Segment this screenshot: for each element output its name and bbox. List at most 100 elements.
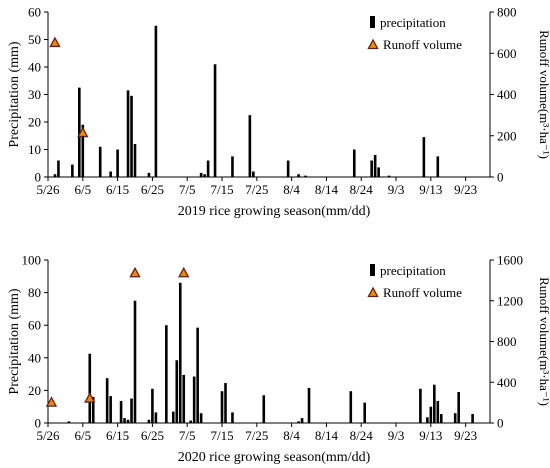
y-tick-label: 60 — [28, 318, 41, 333]
precipitation-bar — [203, 174, 206, 177]
y-tick-label: 10 — [28, 142, 41, 157]
precipitation-bar — [370, 160, 373, 177]
precipitation-bar — [429, 406, 433, 423]
precipitation-bar — [213, 64, 217, 177]
x-tick-label: 6/15 — [106, 428, 129, 443]
y-tick-label: 50 — [28, 32, 41, 47]
precipitation-bar — [151, 388, 154, 423]
precipitation-bar — [147, 419, 151, 423]
x-tick-label: 9/3 — [388, 182, 405, 197]
x-tick-label: 6/25 — [141, 182, 164, 197]
precipitation-bar — [453, 413, 457, 423]
x-tick-label: 7/15 — [210, 182, 233, 197]
precipitation-bar — [154, 412, 158, 423]
x-tick-label: 6/15 — [106, 182, 129, 197]
precipitation-bar — [182, 374, 186, 423]
y-axis-label: Precipitation (mm) — [7, 41, 22, 147]
precipitation-bar — [133, 300, 137, 423]
precipitation-bar — [130, 95, 133, 177]
x-tick-label: 8/14 — [315, 182, 339, 197]
y-tick-label: 80 — [28, 285, 41, 300]
x-tick-label: 5/26 — [36, 428, 60, 443]
x-tick-label: 9/3 — [388, 428, 405, 443]
x-tick-label: 7/5 — [179, 182, 196, 197]
precipitation-bar — [439, 414, 443, 423]
precipitation-bar — [98, 146, 102, 177]
runoff-marker — [178, 266, 190, 278]
x-tick-label: 7/15 — [210, 428, 233, 443]
precipitation-bar — [300, 418, 304, 423]
precipitation-bar — [67, 421, 71, 423]
runoff-marker — [129, 266, 141, 278]
precipitation-bar — [231, 156, 234, 177]
x-tick-label: 9/23 — [454, 182, 477, 197]
precipitation-bar — [224, 383, 227, 423]
x-tick-label: 7/25 — [245, 182, 268, 197]
precipitation-bar — [426, 417, 429, 423]
y2-tick-label: 0 — [497, 170, 504, 185]
precipitation-bar — [422, 137, 426, 177]
legend-precipitation-swatch — [370, 16, 375, 28]
y2-tick-label: 0 — [497, 416, 504, 431]
x-tick-label: 7/5 — [179, 428, 196, 443]
precipitation-bar — [307, 387, 311, 423]
x-tick-label: 6/25 — [141, 428, 164, 443]
precipitation-bar — [88, 353, 92, 423]
precipitation-bar — [119, 400, 123, 423]
precipitation-bar — [248, 115, 252, 177]
precipitation-bar — [126, 419, 130, 423]
precipitation-bar — [147, 172, 151, 177]
precipitation-bar — [457, 392, 460, 423]
x-tick-label: 7/25 — [245, 428, 268, 443]
precipitation-bar — [231, 412, 234, 423]
x-axis-label: 2020 rice growing season(mm/dd) — [178, 450, 371, 465]
x-tick-label: 8/14 — [315, 428, 339, 443]
x-tick-label: 9/13 — [419, 428, 442, 443]
precipitation-bar — [57, 160, 60, 177]
x-tick-label: 8/24 — [350, 428, 374, 443]
precipitation-bar — [105, 378, 109, 423]
chart-2020: 0 20 40 60 80 100 0 400 800 1200 1600 5/26 6/5 6/15 6/… — [7, 253, 550, 466]
runoff-marker — [84, 392, 96, 403]
precipitation-bar — [377, 167, 380, 177]
precipitation-bar — [189, 420, 192, 423]
y-tick-label: 20 — [28, 383, 41, 398]
y2-tick-label: 1200 — [497, 293, 523, 308]
legend-precipitation-label: precipitation — [380, 263, 446, 278]
precipitation-bar — [171, 411, 175, 423]
precipitation-bar — [91, 396, 95, 423]
precipitation-bar — [363, 402, 367, 423]
precipitation-bar — [109, 396, 112, 423]
y2-tick-label: 800 — [497, 334, 517, 349]
precipitation-bar — [252, 171, 255, 177]
y2-tick-label: 1600 — [497, 253, 523, 268]
x-tick-label: 6/5 — [74, 428, 91, 443]
precipitation-bar — [175, 360, 179, 423]
legend-precipitation-swatch — [370, 264, 375, 276]
precipitation-bar — [154, 25, 158, 177]
legend-runoff-swatch — [367, 38, 379, 50]
precipitation-bar — [349, 391, 353, 423]
precipitation-bar — [78, 87, 81, 177]
runoff-marker — [45, 396, 58, 407]
precipitation-bar — [178, 282, 182, 423]
precipitation-bar — [196, 327, 199, 423]
x-tick-label: 8/24 — [350, 182, 374, 197]
x-tick-label: 5/26 — [36, 182, 60, 197]
precipitation-bar — [436, 400, 440, 423]
precipitation-bar — [220, 391, 224, 423]
precipitation-bar — [419, 388, 422, 423]
y-tick-label: 100 — [22, 253, 42, 268]
y2-axis-label: Runoff volume(m³·ha⁻¹) — [537, 277, 550, 406]
precipitation-bar — [126, 90, 130, 177]
precipitation-bar — [304, 175, 307, 177]
precipitation-bar — [123, 418, 126, 423]
precipitation-bar — [471, 414, 474, 423]
x-tick-label: 9/13 — [419, 182, 442, 197]
precipitation-bar — [199, 172, 203, 177]
precipitation-bar — [206, 160, 210, 177]
precipitation-bar — [133, 144, 137, 177]
y-axis-label: Precipitation (mm) — [7, 288, 22, 394]
y2-tick-label: 400 — [497, 375, 517, 390]
precipitation-bar — [116, 149, 119, 177]
